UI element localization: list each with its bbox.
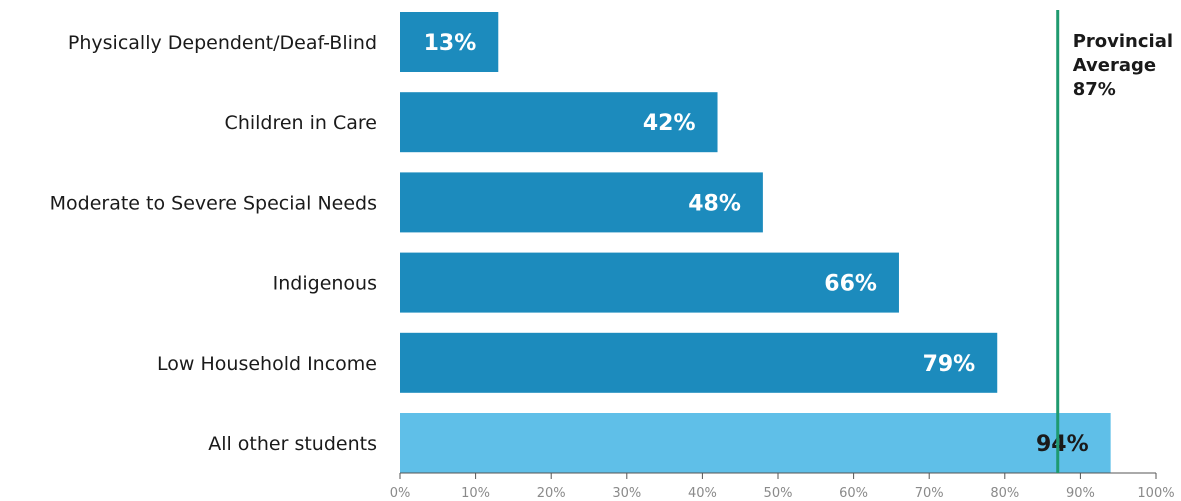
value-label-moderate-to-severe-special-needs: 48% <box>688 191 741 216</box>
category-label-children-in-care: Children in Care <box>225 112 377 134</box>
x-tick-label: 50% <box>764 486 793 501</box>
value-label-indigenous: 66% <box>824 272 877 297</box>
category-label-low-household-income: Low Household Income <box>157 353 377 375</box>
x-tick-label: 0% <box>390 486 411 501</box>
bar-all-other-students <box>400 413 1111 473</box>
bar-low-household-income <box>400 332 998 393</box>
x-tick-label: 40% <box>688 486 717 501</box>
x-tick-label: 60% <box>839 486 868 501</box>
value-label-children-in-care: 42% <box>643 111 696 136</box>
x-tick-label: 80% <box>990 486 1019 501</box>
category-label-moderate-to-severe-special-needs: Moderate to Severe Special Needs <box>50 192 377 214</box>
value-label-all-other-students: 94% <box>1036 432 1089 457</box>
value-label-physically-dependent-deaf-blind: 13% <box>424 31 477 56</box>
value-label-low-household-income: 79% <box>923 352 976 377</box>
category-label-physically-dependent-deaf-blind: Physically Dependent/Deaf-Blind <box>68 32 377 54</box>
category-label-indigenous: Indigenous <box>273 273 377 295</box>
bars-layer <box>400 12 1111 473</box>
x-tick-label: 90% <box>1066 486 1095 501</box>
x-axis: 0% 10% 20% 30% 40% 50% 60% 70% 80% 90% 100% <box>390 472 1175 501</box>
x-tick-label: 100% <box>1137 486 1174 501</box>
category-label-all-other-students: All other students <box>208 433 377 455</box>
x-tick-label: 30% <box>612 486 641 501</box>
provincial-average-label-line: Provincial <box>1073 31 1173 52</box>
x-tick-label: 10% <box>461 486 490 501</box>
x-tick-label: 70% <box>915 486 944 501</box>
provincial-average-label-line: 87% <box>1073 79 1116 100</box>
x-tick-label: 20% <box>537 486 566 501</box>
bar-moderate-to-severe-special-needs <box>400 172 763 233</box>
bar-physically-dependent-deaf-blind <box>400 12 499 72</box>
provincial-average-label-line: Average <box>1073 55 1156 76</box>
provincial-average-reference: Provincial Average 87% <box>1056 10 1173 473</box>
bar-children-in-care <box>400 92 718 153</box>
labels-layer: Physically Dependent/Deaf-Blind 13% Childr… <box>50 31 1089 457</box>
bar-indigenous <box>400 252 899 313</box>
